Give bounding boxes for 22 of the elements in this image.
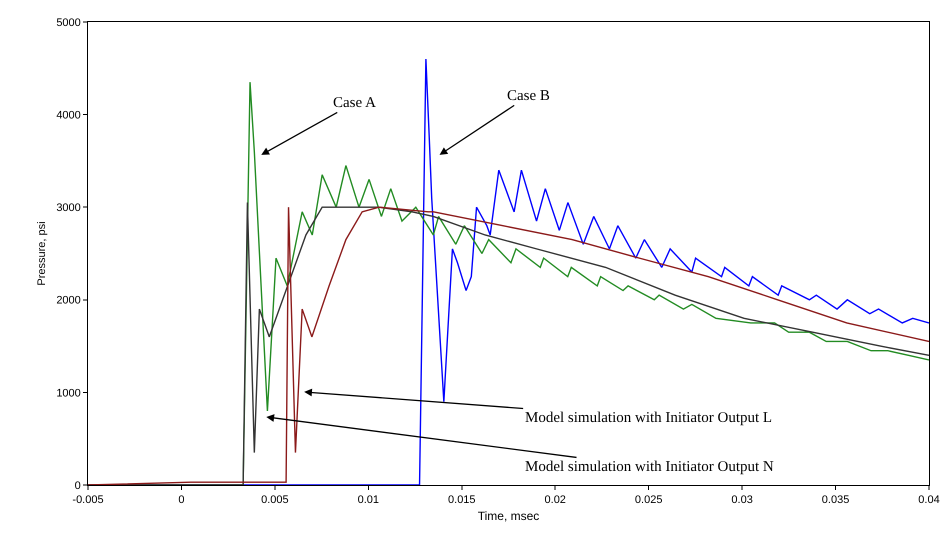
annotation: Case A bbox=[333, 95, 376, 111]
x-tick-label: 0 bbox=[178, 494, 185, 506]
annotation: Model simulation with Initiator Output L bbox=[525, 410, 772, 426]
x-tick-label: 0.02 bbox=[544, 494, 566, 506]
x-axis-title: Time, msec bbox=[478, 509, 540, 524]
y-tick-label: 0 bbox=[74, 480, 81, 492]
x-tick-label: 0.01 bbox=[358, 494, 380, 506]
y-tick-label: 3000 bbox=[56, 202, 81, 214]
x-tick-label: 0.03 bbox=[731, 494, 753, 506]
y-axis-title: Pressure, psi bbox=[36, 221, 48, 286]
x-tick-label: 0.005 bbox=[261, 494, 289, 506]
annotation: Case B bbox=[507, 88, 550, 104]
y-tick-label: 4000 bbox=[56, 109, 81, 122]
y-tick-label: 5000 bbox=[56, 16, 81, 29]
x-tick-label: 0.035 bbox=[822, 494, 850, 506]
annotation: Model simulation with Initiator Output N bbox=[525, 459, 774, 475]
x-tick-label: 0.015 bbox=[448, 494, 476, 506]
x-tick-label: -0.005 bbox=[72, 494, 104, 506]
y-tick-label: 2000 bbox=[56, 294, 81, 307]
x-tick-label: 0.04 bbox=[918, 494, 940, 506]
x-tick-label: 0.025 bbox=[634, 494, 662, 506]
y-tick-label: 1000 bbox=[56, 387, 81, 400]
